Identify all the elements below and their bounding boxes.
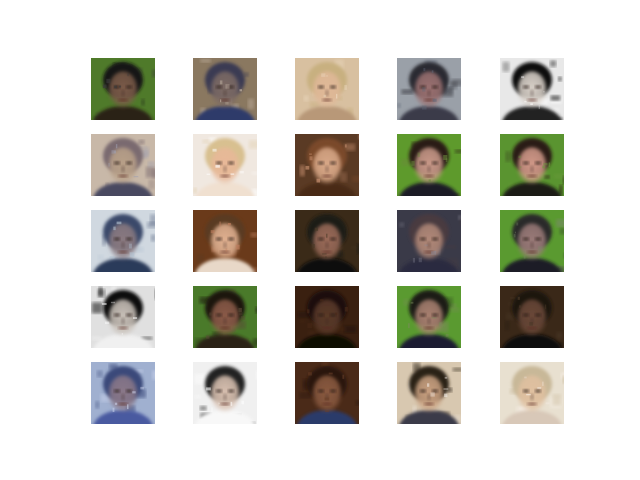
generated-face-sample [500, 210, 564, 272]
face-portrait-icon [397, 58, 461, 120]
generated-face-sample [91, 286, 155, 348]
generated-face-sample [193, 362, 257, 424]
generated-face-sample [500, 134, 564, 196]
generated-face-sample [295, 58, 359, 120]
face-portrait-icon [193, 58, 257, 120]
face-portrait-icon [500, 210, 564, 272]
generated-face-sample [193, 58, 257, 120]
face-portrait-icon [295, 362, 359, 424]
generated-face-sample [500, 362, 564, 424]
face-portrait-icon [91, 210, 155, 272]
face-portrait-icon [193, 210, 257, 272]
generated-face-sample [91, 58, 155, 120]
face-portrait-icon [500, 134, 564, 196]
face-portrait-icon [193, 134, 257, 196]
face-portrait-icon [295, 58, 359, 120]
face-portrait-icon [91, 286, 155, 348]
generated-face-sample [91, 210, 155, 272]
generated-face-sample [193, 210, 257, 272]
generated-face-sample [500, 286, 564, 348]
generated-face-sample [295, 210, 359, 272]
generated-face-sample [397, 210, 461, 272]
face-portrait-icon [193, 362, 257, 424]
generated-face-sample [193, 286, 257, 348]
face-portrait-icon [500, 286, 564, 348]
face-portrait-icon [397, 210, 461, 272]
face-portrait-icon [500, 58, 564, 120]
generated-face-sample [397, 286, 461, 348]
generated-face-sample [193, 134, 257, 196]
generated-face-sample [500, 58, 564, 120]
generated-face-sample [91, 362, 155, 424]
generated-face-sample [397, 58, 461, 120]
face-portrait-icon [295, 134, 359, 196]
face-portrait-icon [295, 286, 359, 348]
generated-face-sample [295, 134, 359, 196]
face-portrait-icon [397, 362, 461, 424]
face-portrait-icon [295, 210, 359, 272]
generated-face-sample [295, 362, 359, 424]
face-portrait-icon [91, 134, 155, 196]
face-portrait-icon [397, 134, 461, 196]
generated-face-sample [91, 134, 155, 196]
face-portrait-icon [500, 362, 564, 424]
generated-face-sample [397, 362, 461, 424]
generated-face-sample [397, 134, 461, 196]
face-portrait-icon [91, 58, 155, 120]
generated-face-sample [295, 286, 359, 348]
face-portrait-icon [91, 362, 155, 424]
face-portrait-icon [397, 286, 461, 348]
face-portrait-icon [193, 286, 257, 348]
